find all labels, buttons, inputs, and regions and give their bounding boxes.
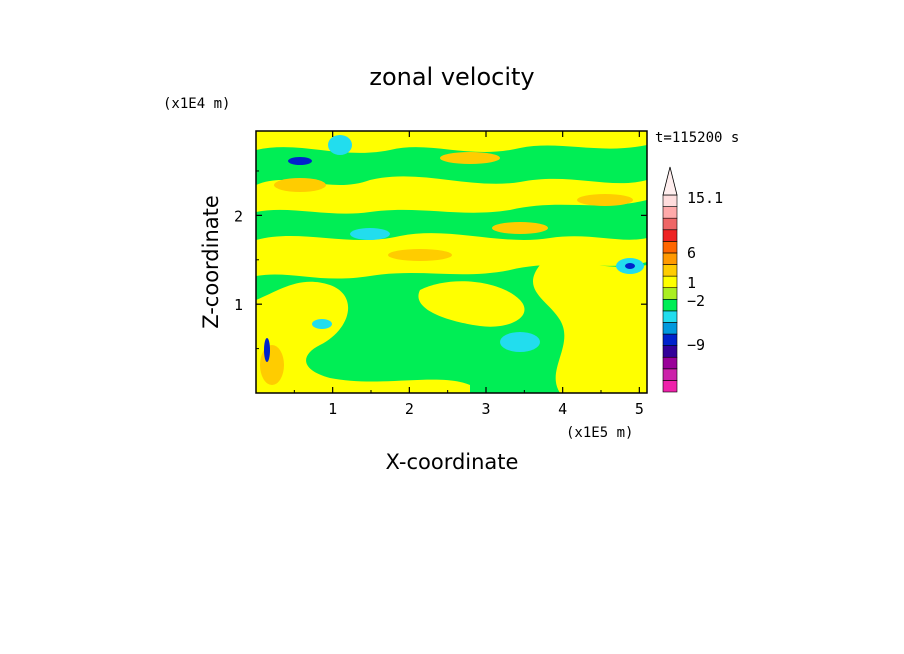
contour-yellow-region-right <box>533 262 647 393</box>
colorbar-segment <box>662 356 678 370</box>
colorbar-label: 1 <box>687 274 696 292</box>
contour-yellow-region-lower <box>256 281 470 393</box>
x-tick-label: 4 <box>558 400 567 418</box>
colorbar-segment <box>662 368 678 381</box>
y-scale-label: (x1E4 m) <box>163 96 230 112</box>
plot-frame <box>255 130 648 394</box>
colorbar-extend-triangle <box>662 166 678 196</box>
contour-orange-patch-3 <box>492 222 548 234</box>
contour-cyan-patch-4 <box>312 319 332 329</box>
chart-title: zonal velocity <box>369 63 534 91</box>
colorbar-segment <box>662 322 678 335</box>
x-tick-label: 3 <box>481 400 490 418</box>
colorbar-segment <box>662 380 678 393</box>
colorbar-label: 6 <box>687 244 696 262</box>
contour-cyan-patch-2 <box>350 228 390 240</box>
colorbar-segment <box>662 333 678 346</box>
contour-yellow-band-top <box>256 131 647 153</box>
colorbar-segment <box>662 194 678 207</box>
contour-orange-patch-2 <box>440 152 500 164</box>
colorbar-segment <box>662 287 678 300</box>
y-tick-label: 2 <box>234 207 243 225</box>
contour-yellow-region-center <box>418 281 525 327</box>
y-tick-label: 1 <box>234 296 243 314</box>
colorbar: 15.1 6 1−2 −9 <box>662 166 723 393</box>
x-scale-label: (x1E5 m) <box>566 425 633 441</box>
colorbar-segment <box>662 206 678 219</box>
heatmap-field <box>256 131 647 393</box>
colorbar-segment <box>662 241 678 254</box>
colorbar-label: 15.1 <box>687 189 723 207</box>
y-axis-ticks: 12 <box>234 170 647 350</box>
x-axis-label: X-coordinate <box>386 450 519 474</box>
colorbar-label: −2 <box>687 292 705 310</box>
colorbar-segment <box>662 310 678 323</box>
contour-cyan-patch-3 <box>500 332 540 352</box>
colorbar-segment <box>662 298 678 312</box>
colorbar-segment <box>662 229 678 242</box>
contour-orange-patch-6 <box>260 345 284 385</box>
contour-yellow-band-upper <box>256 176 647 214</box>
contour-cyan-patch-1 <box>328 135 352 155</box>
colorbar-segment <box>662 275 678 289</box>
x-tick-label: 1 <box>328 400 337 418</box>
x-tick-label: 5 <box>635 400 644 418</box>
contour-orange-patch-4 <box>388 249 452 261</box>
colorbar-segment <box>662 345 678 358</box>
colorbar-label: −9 <box>687 336 705 354</box>
x-axis-ticks: 1 2 3 4 5 <box>293 131 644 418</box>
x-tick-label: 2 <box>405 400 414 418</box>
contour-blue-minimum-3 <box>264 338 270 362</box>
colorbar-segment <box>662 252 678 265</box>
contour-blue-minimum-2 <box>625 263 635 269</box>
colorbar-segment <box>662 264 678 277</box>
time-label: t=115200 s <box>655 130 739 146</box>
contour-orange-patch-1 <box>274 178 326 192</box>
colorbar-segment <box>662 217 678 231</box>
y-axis-label: Z-coordinate <box>199 195 223 329</box>
contour-orange-patch-5 <box>577 194 633 206</box>
contour-blue-minimum-1 <box>288 157 312 165</box>
